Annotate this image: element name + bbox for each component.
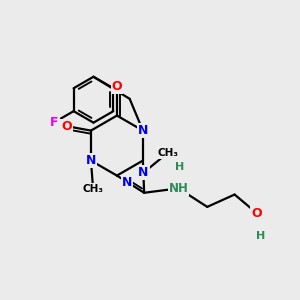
Text: H: H [256,231,265,241]
Text: O: O [61,120,72,133]
Text: CH₃: CH₃ [82,184,103,194]
Text: N: N [138,166,148,179]
Text: NH: NH [169,182,188,195]
Text: H: H [175,162,184,172]
Text: F: F [50,116,59,129]
Text: N: N [138,124,148,137]
Text: CH₃: CH₃ [157,148,178,158]
Text: N: N [122,176,133,189]
Text: O: O [251,207,262,220]
Text: N: N [86,154,96,167]
Text: O: O [112,80,122,93]
